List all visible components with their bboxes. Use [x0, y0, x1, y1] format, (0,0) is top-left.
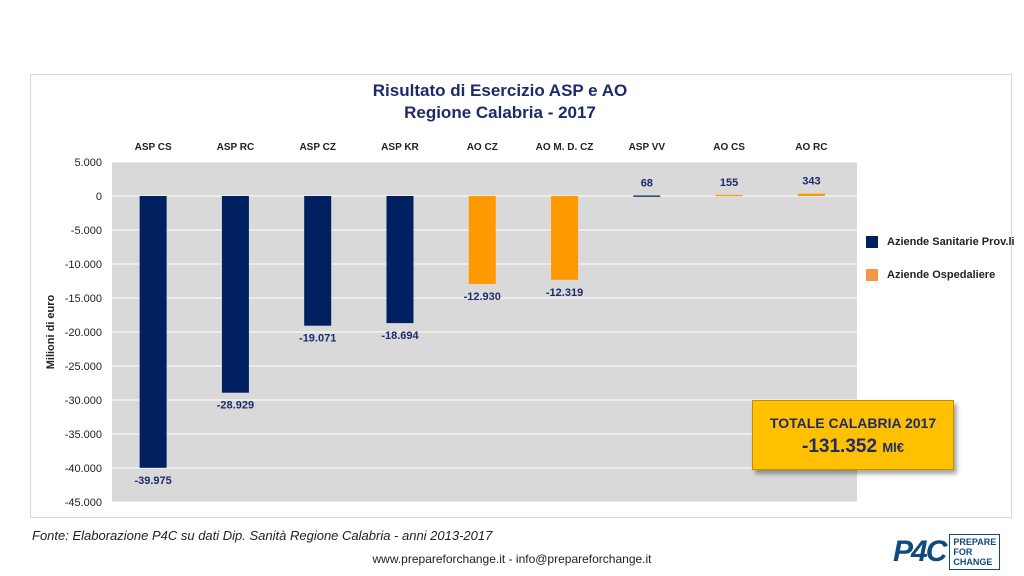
- y-tick-label: -40.000: [65, 463, 102, 475]
- bar: [715, 194, 743, 197]
- bar: [633, 195, 661, 197]
- y-axis-ticks: 5.000 0 -5.000 -10.000 -15.000 -20.000 -25.000…: [65, 157, 102, 509]
- x-category-label: ASP CS: [135, 142, 172, 153]
- chart-title-line2: Regione Calabria - 2017: [404, 103, 596, 122]
- y-tick-label: -10.000: [65, 259, 102, 271]
- y-tick-label: -15.000: [65, 293, 102, 305]
- logo-mark: P4C: [893, 535, 947, 568]
- chart-title: Risultato di Esercizio ASP e AO Regione …: [30, 80, 970, 124]
- chart-title-line1: Risultato di Esercizio ASP e AO: [372, 81, 628, 100]
- legend-label-asp: Aziende Sanitarie Prov.li: [887, 236, 1015, 248]
- legend-label-ao: Aziende Ospedaliere: [887, 269, 996, 281]
- value-label: -28.929: [217, 400, 254, 412]
- total-callout: TOTALE CALABRIA 2017 -131.352 Ml€: [752, 400, 954, 470]
- value-label: -19.071: [299, 333, 336, 345]
- value-label: 155: [720, 177, 738, 189]
- value-labels: -39.975 -28.929 -19.071 -18.694 -12.930 -12.3…: [134, 176, 820, 487]
- x-category-label: AO RC: [795, 142, 827, 153]
- y-tick-label: -25.000: [65, 361, 102, 373]
- y-tick-label: 0: [96, 191, 102, 203]
- y-axis-label: Milioni di euro: [45, 294, 57, 369]
- bar: [468, 196, 496, 284]
- y-tick-label: -5.000: [71, 225, 102, 237]
- x-category-label: AO M. D. CZ: [536, 142, 594, 153]
- bar: [386, 196, 414, 324]
- legend-swatch-ao: [866, 269, 878, 281]
- logo-box-line2: FOR: [953, 547, 973, 557]
- total-value: -131.352: [802, 436, 878, 457]
- bar: [221, 196, 249, 393]
- y-tick-label: -20.000: [65, 327, 102, 339]
- bar: [304, 196, 332, 326]
- total-label: TOTALE CALABRIA 2017: [769, 415, 937, 431]
- x-category-label: AO CS: [713, 142, 745, 153]
- total-unit: Ml€: [882, 440, 904, 455]
- legend-swatch-asp: [866, 236, 878, 248]
- bar: [551, 196, 579, 280]
- legend: Aziende Sanitarie Prov.li Aziende Ospeda…: [866, 232, 1015, 298]
- source-note: Fonte: Elaborazione P4C su dati Dip. San…: [32, 528, 493, 543]
- logo-box-line3: CHANGE: [953, 557, 993, 567]
- legend-item-ao: Aziende Ospedaliere: [866, 265, 1015, 285]
- y-tick-label: -30.000: [65, 395, 102, 407]
- p4c-logo: P4C PREPARE FOR CHANGE: [893, 532, 1001, 572]
- value-label: 343: [802, 176, 820, 188]
- total-value-line: -131.352 Ml€: [753, 436, 953, 458]
- x-category-label: ASP VV: [629, 142, 666, 153]
- value-label: -12.319: [546, 287, 583, 299]
- x-category-label: ASP CZ: [299, 142, 336, 153]
- y-tick-label: -45.000: [65, 497, 102, 509]
- bar: [797, 193, 825, 196]
- y-tick-label: -35.000: [65, 429, 102, 441]
- x-category-label: ASP RC: [217, 142, 255, 153]
- value-label: -18.694: [381, 330, 419, 342]
- legend-item-asp: Aziende Sanitarie Prov.li: [866, 232, 1015, 252]
- x-category-label: AO CZ: [467, 142, 498, 153]
- bars: [139, 193, 825, 468]
- x-category-label: ASP KR: [381, 142, 419, 153]
- x-axis-categories: ASP CS ASP RC ASP CZ ASP KR AO CZ AO M. D. CZ…: [135, 142, 828, 153]
- value-label: -12.930: [464, 291, 501, 303]
- bar: [139, 196, 167, 468]
- value-label: 68: [641, 178, 653, 190]
- value-label: -39.975: [134, 475, 171, 487]
- y-tick-label: 5.000: [74, 157, 102, 169]
- footer-links: www.prepareforchange.it - info@preparefo…: [372, 552, 652, 566]
- logo-box: PREPARE FOR CHANGE: [949, 534, 1001, 570]
- logo-box-line1: PREPARE: [953, 537, 997, 547]
